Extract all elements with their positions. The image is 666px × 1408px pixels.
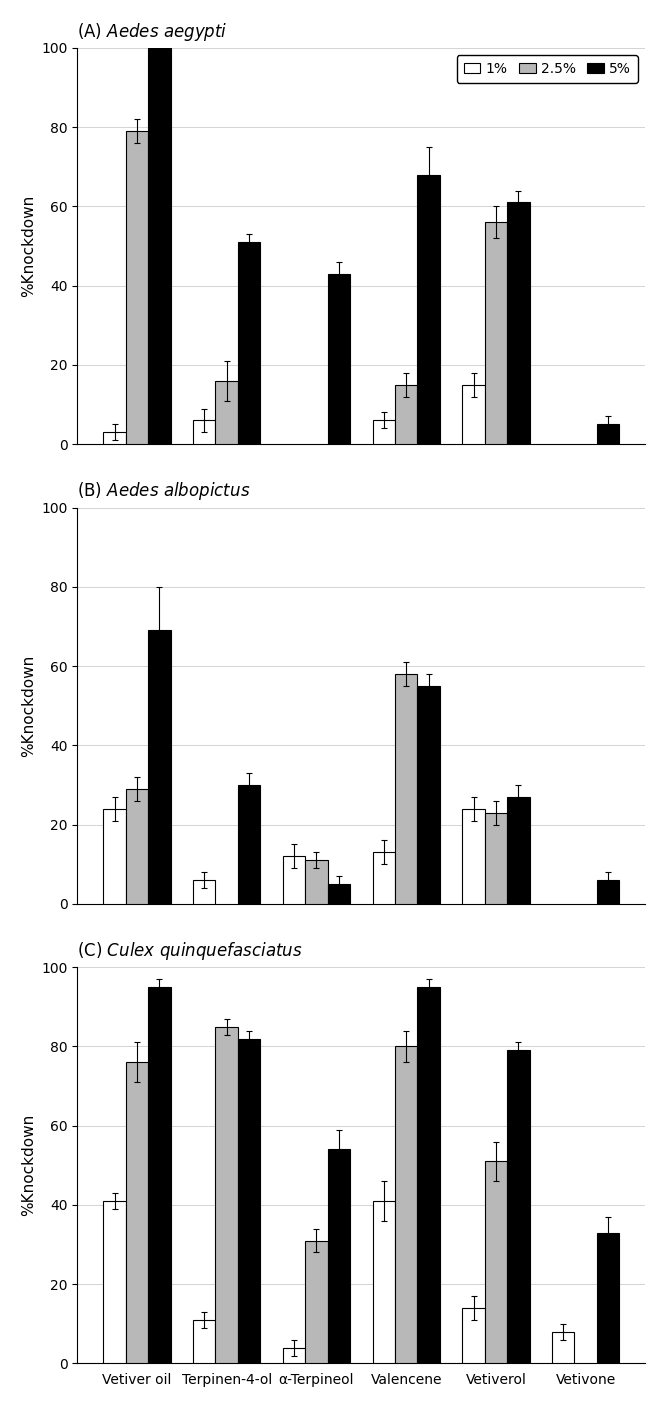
Bar xyxy=(462,384,485,444)
Bar xyxy=(103,1201,126,1363)
Text: (A) $\it{Aedes\ aegypti}$: (A) $\it{Aedes\ aegypti}$ xyxy=(77,21,228,42)
Bar xyxy=(418,175,440,444)
Bar xyxy=(126,131,148,444)
Bar xyxy=(418,987,440,1363)
Bar xyxy=(238,242,260,444)
Bar xyxy=(395,674,418,904)
Bar xyxy=(597,880,619,904)
Bar xyxy=(148,987,170,1363)
Bar xyxy=(372,1201,395,1363)
Bar xyxy=(283,856,305,904)
Bar xyxy=(103,808,126,904)
Bar xyxy=(193,880,216,904)
Bar xyxy=(485,222,507,444)
Bar xyxy=(462,808,485,904)
Bar xyxy=(216,1026,238,1363)
Bar xyxy=(148,48,170,444)
Bar xyxy=(126,1062,148,1363)
Bar xyxy=(372,421,395,444)
Bar xyxy=(462,1308,485,1363)
Bar xyxy=(238,784,260,904)
Bar xyxy=(418,686,440,904)
Bar xyxy=(552,1332,575,1363)
Bar xyxy=(103,432,126,444)
Bar xyxy=(597,1232,619,1363)
Bar xyxy=(507,203,529,444)
Bar xyxy=(193,1319,216,1363)
Bar xyxy=(395,1046,418,1363)
Bar xyxy=(507,1050,529,1363)
Y-axis label: %Knockdown: %Knockdown xyxy=(21,1114,36,1217)
Bar xyxy=(597,424,619,444)
Text: (C) $\it{Culex\ quinquefasciatus}$: (C) $\it{Culex\ quinquefasciatus}$ xyxy=(77,941,303,962)
Bar xyxy=(507,797,529,904)
Bar xyxy=(328,884,350,904)
Bar xyxy=(305,860,328,904)
Bar xyxy=(305,1240,328,1363)
Y-axis label: %Knockdown: %Knockdown xyxy=(21,194,36,297)
Bar xyxy=(372,852,395,904)
Bar xyxy=(395,384,418,444)
Bar xyxy=(126,788,148,904)
Bar xyxy=(328,273,350,444)
Bar xyxy=(148,631,170,904)
Legend: 1%, 2.5%, 5%: 1%, 2.5%, 5% xyxy=(457,55,638,83)
Text: (B) $\it{Aedes\ albopictus}$: (B) $\it{Aedes\ albopictus}$ xyxy=(77,480,251,503)
Bar xyxy=(485,1162,507,1363)
Bar xyxy=(216,380,238,444)
Bar xyxy=(238,1039,260,1363)
Bar xyxy=(485,812,507,904)
Y-axis label: %Knockdown: %Knockdown xyxy=(21,655,36,758)
Bar xyxy=(283,1347,305,1363)
Bar xyxy=(193,421,216,444)
Bar xyxy=(328,1149,350,1363)
